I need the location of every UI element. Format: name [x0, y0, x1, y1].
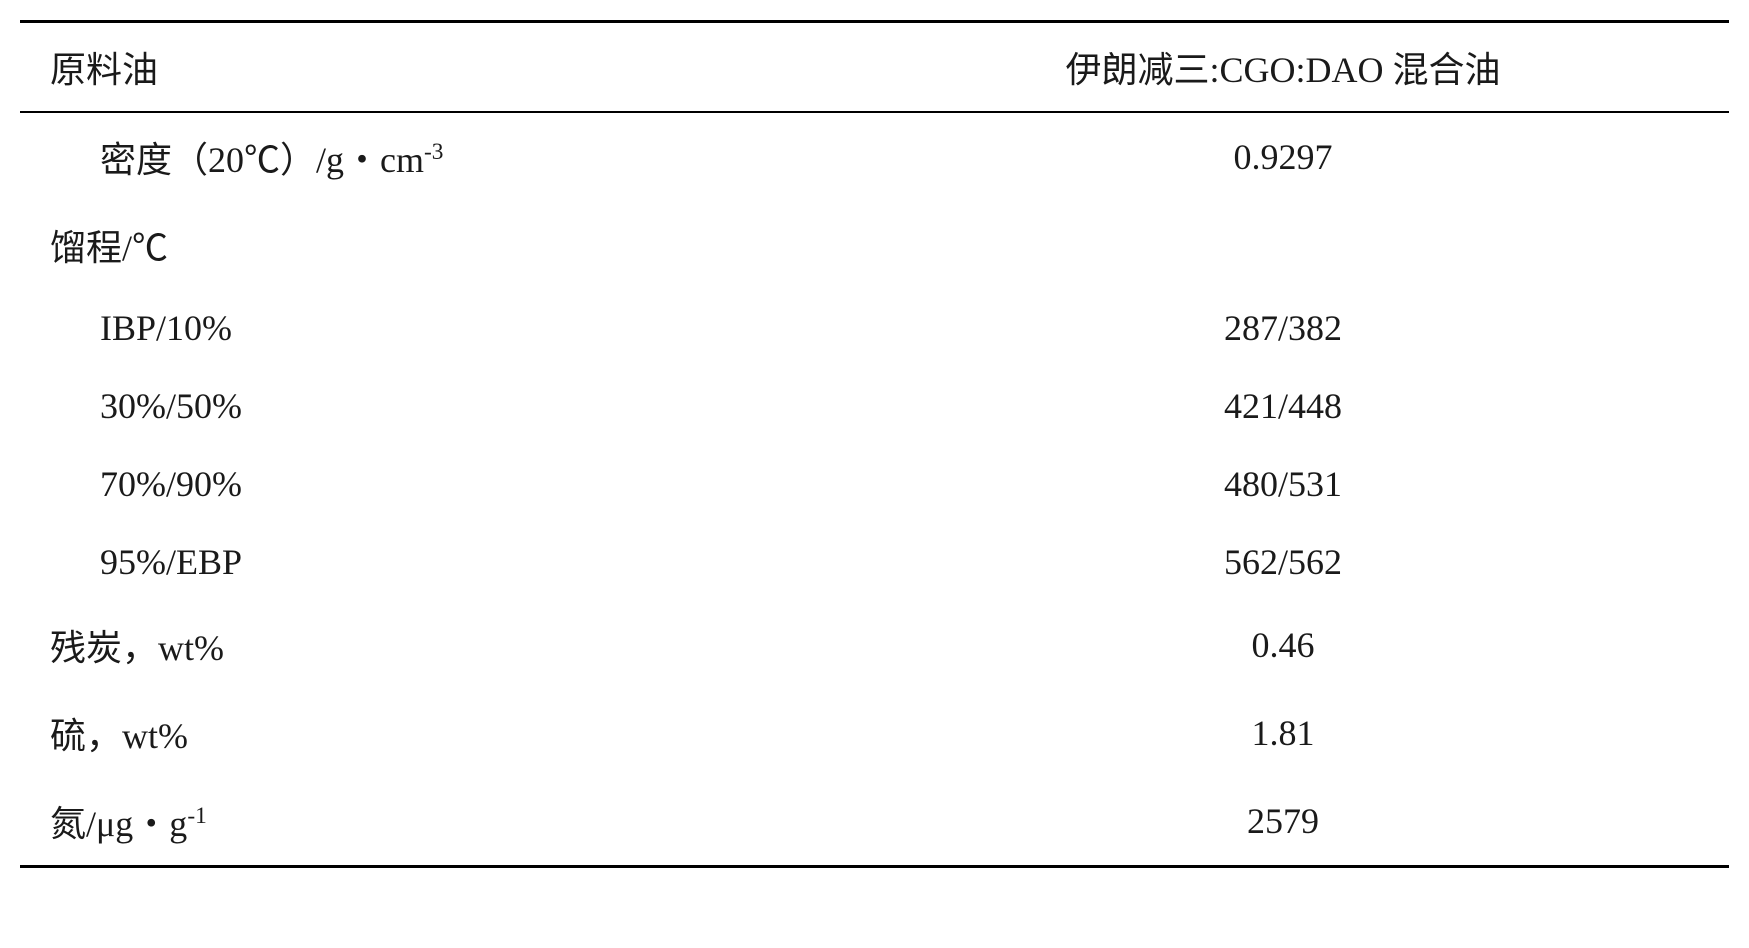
- row-value: 2579: [837, 777, 1729, 867]
- row-value: 562/562: [837, 523, 1729, 601]
- header-col2: 伊朗减三:CGO:DAO 混合油: [837, 22, 1729, 113]
- table-row: 残炭，wt% 0.46: [20, 601, 1729, 689]
- row-label: 馏程/℃: [20, 201, 837, 289]
- row-value: 0.46: [837, 601, 1729, 689]
- table-row: 硫，wt% 1.81: [20, 689, 1729, 777]
- table-row: 95%/EBP 562/562: [20, 523, 1729, 601]
- row-value: 421/448: [837, 367, 1729, 445]
- feedstock-properties-table: 原料油 伊朗减三:CGO:DAO 混合油 密度（20℃）/g・cm-3 0.92…: [20, 20, 1729, 868]
- row-label: 30%/50%: [20, 367, 837, 445]
- table-header: 原料油 伊朗减三:CGO:DAO 混合油: [20, 22, 1729, 113]
- row-label: 氮/μg・g-1: [20, 777, 837, 867]
- row-label: 70%/90%: [20, 445, 837, 523]
- row-label: IBP/10%: [20, 289, 837, 367]
- table-row: IBP/10% 287/382: [20, 289, 1729, 367]
- header-row: 原料油 伊朗减三:CGO:DAO 混合油: [20, 22, 1729, 113]
- row-label: 硫，wt%: [20, 689, 837, 777]
- row-value: 287/382: [837, 289, 1729, 367]
- table-row: 馏程/℃: [20, 201, 1729, 289]
- row-label: 残炭，wt%: [20, 601, 837, 689]
- table-body: 密度（20℃）/g・cm-3 0.9297 馏程/℃ IBP/10% 287/3…: [20, 112, 1729, 867]
- header-col1: 原料油: [20, 22, 837, 113]
- table-row: 氮/μg・g-1 2579: [20, 777, 1729, 867]
- table-row: 70%/90% 480/531: [20, 445, 1729, 523]
- row-label: 密度（20℃）/g・cm-3: [20, 112, 837, 201]
- row-value: [837, 201, 1729, 289]
- data-table: 原料油 伊朗减三:CGO:DAO 混合油 密度（20℃）/g・cm-3 0.92…: [20, 20, 1729, 868]
- row-value: 0.9297: [837, 112, 1729, 201]
- row-value: 480/531: [837, 445, 1729, 523]
- row-label: 95%/EBP: [20, 523, 837, 601]
- row-value: 1.81: [837, 689, 1729, 777]
- table-row: 30%/50% 421/448: [20, 367, 1729, 445]
- table-row: 密度（20℃）/g・cm-3 0.9297: [20, 112, 1729, 201]
